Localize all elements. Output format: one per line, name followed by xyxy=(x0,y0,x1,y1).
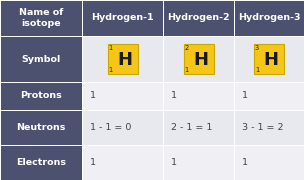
Text: 1: 1 xyxy=(185,67,188,73)
Bar xyxy=(82,82,163,110)
Text: 1: 1 xyxy=(171,91,177,100)
Text: 1: 1 xyxy=(171,158,177,167)
Text: 3 - 1 = 2: 3 - 1 = 2 xyxy=(242,123,284,132)
Bar xyxy=(0,0,82,36)
Text: 1: 1 xyxy=(242,158,248,167)
Text: 3: 3 xyxy=(255,45,259,51)
Bar xyxy=(163,36,234,82)
Text: 1: 1 xyxy=(109,45,112,51)
Bar xyxy=(82,0,163,36)
Bar xyxy=(0,82,82,110)
Bar xyxy=(234,145,304,180)
Bar xyxy=(184,44,213,74)
Text: 1: 1 xyxy=(255,67,259,73)
Text: H: H xyxy=(264,51,278,69)
Bar xyxy=(163,82,234,110)
Text: H: H xyxy=(193,51,208,69)
Bar xyxy=(234,0,304,36)
Bar xyxy=(0,145,82,180)
Bar xyxy=(0,36,82,82)
Text: 2: 2 xyxy=(184,45,188,51)
Text: Hydrogen-3: Hydrogen-3 xyxy=(238,14,300,22)
Text: Hydrogen-1: Hydrogen-1 xyxy=(91,14,154,22)
Text: Neutrons: Neutrons xyxy=(16,123,66,132)
Bar xyxy=(163,110,234,145)
Text: H: H xyxy=(117,51,132,69)
Text: 1: 1 xyxy=(109,67,112,73)
Text: 1: 1 xyxy=(90,91,96,100)
Text: Name of
isotope: Name of isotope xyxy=(19,8,63,28)
Bar xyxy=(82,36,163,82)
Bar xyxy=(163,0,234,36)
Bar xyxy=(163,145,234,180)
Bar xyxy=(234,36,304,82)
Text: 1: 1 xyxy=(242,91,248,100)
Text: 1 - 1 = 0: 1 - 1 = 0 xyxy=(90,123,131,132)
Bar xyxy=(108,44,137,74)
Text: Electrons: Electrons xyxy=(16,158,66,167)
Text: Hydrogen-2: Hydrogen-2 xyxy=(167,14,230,22)
Bar xyxy=(0,110,82,145)
Bar xyxy=(234,82,304,110)
Text: 2 - 1 = 1: 2 - 1 = 1 xyxy=(171,123,212,132)
Text: Protons: Protons xyxy=(20,91,62,100)
Text: Symbol: Symbol xyxy=(21,55,60,64)
Bar xyxy=(254,44,284,74)
Bar xyxy=(82,145,163,180)
Bar xyxy=(82,110,163,145)
Bar xyxy=(234,110,304,145)
Text: 1: 1 xyxy=(90,158,96,167)
